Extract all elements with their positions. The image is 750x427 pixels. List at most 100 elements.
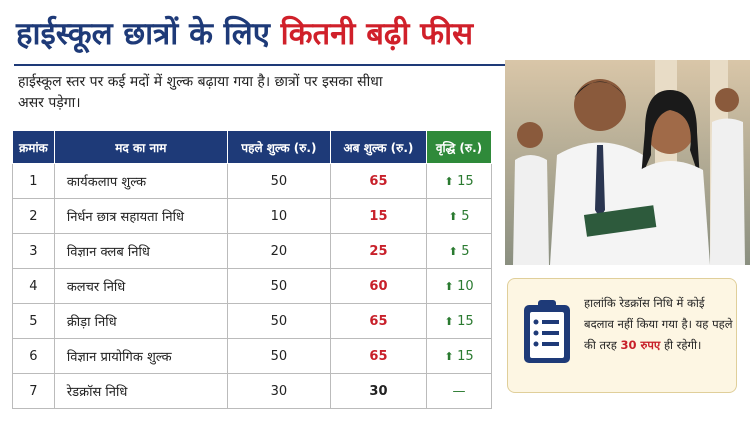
cell-text: 25 (369, 243, 388, 259)
cell-text: 10 (457, 278, 474, 294)
cell-text: विज्ञान क्लब निधि (66, 245, 150, 260)
note-highlight: 30 रुपए (620, 338, 661, 352)
cell-text: 30 (369, 383, 388, 399)
divider (14, 64, 506, 66)
table-cell: ⬆ 15 (426, 163, 492, 199)
table-cell: 50 (226, 338, 331, 374)
table-cell: 6 (12, 338, 55, 374)
table-cell: ⬆ 5 (426, 233, 492, 269)
table-row: 7 रेडक्रॉस निधि 30 30 — (12, 373, 492, 409)
cell-text: 1 (29, 173, 38, 189)
up-arrow: ⬆ (444, 349, 458, 363)
up-arrow: ⬆ (448, 209, 462, 223)
up-arrow: ⬆ (444, 174, 458, 188)
table-cell: 20 (226, 233, 331, 269)
table-cell: 10 (226, 198, 331, 234)
column-header: अब शुल्क (रु.) (329, 130, 428, 164)
cell-text: 20 (270, 243, 288, 259)
up-arrow: ⬆ (444, 279, 458, 293)
column-header: क्रमांक (12, 130, 55, 164)
cell-text: 15 (457, 173, 474, 189)
table-cell: 50 (226, 268, 331, 304)
note-text-part: ही रहेगी। (663, 338, 702, 352)
table-cell: 50 (226, 303, 331, 339)
cell-text: 65 (369, 313, 388, 329)
table-row: 6 विज्ञान प्रायोगिक शुल्क 50 65 ⬆ 15 (12, 338, 492, 374)
column-header: वृद्धि (रु.) (426, 130, 492, 164)
table-cell: विज्ञान क्लब निधि (53, 233, 228, 269)
column-header: पहले शुल्क (रु.) (226, 130, 331, 164)
cell-text: 50 (270, 348, 288, 364)
table-cell: 1 (12, 163, 55, 199)
table-cell: 4 (12, 268, 55, 304)
cell-text: 7 (29, 383, 38, 399)
up-arrow: ⬆ (444, 314, 458, 328)
cell-text: निर्धन छात्र सहायता निधि (66, 210, 184, 225)
table-row: 5 क्रीड़ा निधि 50 65 ⬆ 15 (12, 303, 492, 339)
table-row: 4 कलचर निधि 50 60 ⬆ 10 (12, 268, 492, 304)
title: हाईस्कूल छात्रों के लिए कितनी बढ़ी फीस (16, 12, 473, 54)
table-row: 3 विज्ञान क्लब निधि 20 25 ⬆ 5 (12, 233, 492, 269)
table-cell: 65 (329, 303, 428, 339)
cell-text: 65 (369, 348, 388, 364)
table-body: 1 कार्यकलाप शुल्क 50 65 ⬆ 15 2 निर्धन छात्र सह… (12, 163, 492, 409)
note-text-part: हालांकि रेडक्रॉस निधि में कोई बदलाव नहीं… (584, 296, 733, 352)
cell-text: 60 (369, 278, 388, 294)
cell-text: 5 (461, 243, 470, 259)
table-cell: 30 (226, 373, 331, 409)
cell-text: 50 (270, 173, 288, 189)
table-cell: 15 (329, 198, 428, 234)
header-row: क्रमांक मद का नाम पहले शुल्क (रु.) अब शुल्क… (12, 130, 492, 164)
title-highlight: कितनी बढ़ी फीस (280, 16, 474, 52)
table-cell: — (426, 373, 492, 409)
table-cell: 30 (329, 373, 428, 409)
table-cell: ⬆ 5 (426, 198, 492, 234)
cell-text: 4 (29, 278, 38, 294)
cell-text: 3 (29, 243, 38, 259)
table-cell: 65 (329, 163, 428, 199)
table-cell: कलचर निधि (53, 268, 228, 304)
up-arrow: ⬆ (448, 244, 462, 258)
table-cell: 3 (12, 233, 55, 269)
cell-text: 5 (29, 313, 38, 329)
table-cell: 60 (329, 268, 428, 304)
table-row: 1 कार्यकलाप शुल्क 50 65 ⬆ 15 (12, 163, 492, 199)
table-cell: 2 (12, 198, 55, 234)
cell-text: रेडक्रॉस निधि (66, 385, 128, 400)
cell-text: 15 (369, 208, 388, 224)
table-cell: ⬆ 15 (426, 338, 492, 374)
table-cell: निर्धन छात्र सहायता निधि (53, 198, 228, 234)
table-cell: 25 (329, 233, 428, 269)
clipboard-icon (524, 300, 570, 363)
table-cell: विज्ञान प्रायोगिक शुल्क (53, 338, 228, 374)
cell-text: 15 (457, 313, 474, 329)
cell-text: — (452, 383, 466, 399)
subtitle: हाईस्कूल स्तर पर कई मदों में शुल्क बढ़ाय… (18, 74, 383, 111)
table-cell: 5 (12, 303, 55, 339)
cell-text: विज्ञान प्रायोगिक शुल्क (66, 350, 172, 365)
note-text: हालांकि रेडक्रॉस निधि में कोई बदलाव नहीं… (584, 293, 734, 356)
cell-text: 65 (369, 173, 388, 189)
cell-text: 10 (270, 208, 288, 224)
table-cell: क्रीड़ा निधि (53, 303, 228, 339)
cell-text: 30 (270, 383, 288, 399)
cell-text: 15 (457, 348, 474, 364)
cell-text: कार्यकलाप शुल्क (66, 175, 147, 190)
note-box: हालांकि रेडक्रॉस निधि में कोई बदलाव नहीं… (507, 278, 737, 393)
cell-text: 5 (461, 208, 470, 224)
table-row: 2 निर्धन छात्र सहायता निधि 10 15 ⬆ 5 (12, 198, 492, 234)
column-header: मद का नाम (53, 130, 228, 164)
table-cell: ⬆ 10 (426, 268, 492, 304)
table-cell: रेडक्रॉस निधि (53, 373, 228, 409)
table-cell: कार्यकलाप शुल्क (53, 163, 228, 199)
cell-text: कलचर निधि (66, 280, 126, 295)
table-cell: 50 (226, 163, 331, 199)
cell-text: क्रीड़ा निधि (66, 315, 117, 330)
table-cell: 65 (329, 338, 428, 374)
cell-text: 50 (270, 313, 288, 329)
title-part: हाईस्कूल छात्रों के लिए (16, 16, 270, 52)
cell-text: 50 (270, 278, 288, 294)
cell-text: 2 (29, 208, 38, 224)
table-cell: 7 (12, 373, 55, 409)
